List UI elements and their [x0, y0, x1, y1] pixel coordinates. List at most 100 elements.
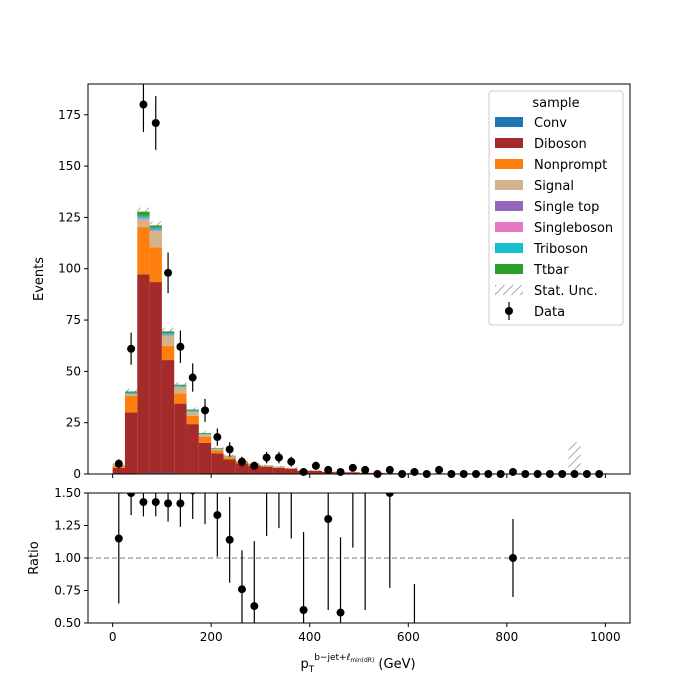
legend-swatch	[495, 201, 523, 211]
stat-unc-bin	[260, 464, 273, 467]
y-tick-label: 125	[58, 210, 81, 224]
ratio-y-tick-label: 1.25	[54, 519, 81, 533]
x-axis-label-subscript: T	[308, 665, 315, 675]
bar-nonprompt	[149, 247, 162, 283]
legend-title: sample	[532, 96, 579, 111]
bar-diboson	[223, 459, 236, 474]
ratio-point	[225, 535, 234, 544]
bar-signal	[186, 411, 199, 416]
bar-diboson	[260, 466, 273, 474]
ratio-point	[508, 554, 517, 562]
ratio-point	[151, 498, 160, 507]
legend-label: Triboson	[533, 242, 588, 257]
legend-label: Conv	[534, 116, 567, 131]
main-y-axis-ticks: 0 25 50 75 100 125 150 175	[58, 108, 88, 481]
bar-triboson	[137, 215, 150, 218]
legend-swatch	[495, 285, 523, 295]
stat-unc-bin	[211, 446, 224, 450]
bar-nonprompt	[272, 467, 286, 468]
data-point	[164, 268, 173, 277]
ratio-point	[213, 511, 222, 520]
legend-item-singleboson: Singleboson	[495, 221, 613, 236]
ratio-y-tick-label: 1.00	[54, 551, 81, 565]
legend-items: Conv Diboson Nonprompt Signal Single top Sing…	[495, 116, 613, 320]
stat-unc-bin	[174, 382, 187, 388]
bar-nonprompt	[137, 227, 150, 275]
data-point	[237, 457, 246, 466]
stat-unc-bin	[161, 328, 175, 335]
y-tick-label: 0	[73, 467, 81, 481]
bar-signal	[137, 218, 150, 228]
bar-nonprompt	[211, 450, 224, 454]
x-axis-label-base: p	[300, 657, 308, 672]
legend-item-conv: Conv	[495, 116, 567, 131]
data-point	[311, 461, 320, 470]
data-point	[410, 467, 419, 476]
ratio-point	[237, 585, 246, 594]
ratio-point	[336, 608, 345, 617]
data-point	[348, 463, 357, 472]
stat-unc-bin	[198, 431, 212, 435]
data-point	[176, 342, 185, 351]
x-axis-label: pTb−jet+ℓmin(dR) (GeV)	[300, 653, 415, 675]
ratio-y-tick-label: 1.50	[54, 486, 81, 500]
stat-unc-bin	[346, 471, 359, 473]
bar-diboson	[174, 403, 187, 474]
bar-signal	[198, 434, 212, 437]
legend-label: Ttbar	[533, 263, 569, 278]
legend-label: Single top	[534, 200, 599, 215]
bar-diboson	[235, 463, 249, 474]
ratio-point	[114, 534, 123, 543]
data-point	[151, 119, 160, 127]
x-tick-label: 1000	[590, 630, 621, 644]
bar-diboson	[211, 453, 224, 474]
stat-unc-bin	[186, 407, 199, 412]
bar-conv	[149, 472, 162, 474]
ratio-point	[287, 437, 295, 445]
stat-unc-bin	[137, 207, 150, 216]
main-y-axis-label: Events	[32, 257, 47, 301]
stat-unc-bin	[568, 441, 581, 474]
bar-signal	[174, 387, 187, 394]
ratio-y-axis-label: Ratio	[27, 541, 42, 574]
bar-diboson	[309, 470, 323, 474]
legend-label: Singleboson	[534, 221, 613, 236]
stat-unc-bin	[285, 467, 298, 469]
data-point	[385, 465, 394, 474]
y-tick-label: 75	[66, 313, 81, 327]
main-x-axis-ticks	[112, 474, 606, 478]
ratio-y-axis-ticks: 0.50 0.75 1.00 1.25 1.50	[54, 486, 88, 630]
x-axis-label-superscript-sub: min(dR)	[350, 657, 374, 664]
y-tick-label: 150	[58, 159, 81, 173]
x-axis-label-unit: (GeV)	[374, 657, 415, 672]
bar-conv	[161, 472, 175, 474]
bar-signal	[161, 335, 175, 346]
legend-label: Nonprompt	[534, 158, 607, 173]
legend-swatch	[495, 222, 523, 232]
data-point	[201, 406, 210, 415]
y-tick-label: 50	[66, 364, 81, 378]
data-point	[287, 457, 296, 466]
legend-swatch	[495, 243, 523, 253]
data-point	[213, 433, 222, 442]
ratio-x-axis-ticks: 0 200 400 600 800 1000	[109, 623, 621, 644]
ratio-point	[250, 602, 259, 611]
bar-diboson	[137, 274, 150, 474]
ratio-point	[349, 359, 357, 367]
bar-nonprompt	[124, 396, 138, 413]
bar-signal	[149, 230, 162, 248]
bar-singleboson	[149, 229, 162, 231]
main-panel: 0 25 50 75 100 125 150 175 Events	[32, 83, 631, 481]
stat-unc-bin	[309, 469, 323, 472]
legend-label: Stat. Unc.	[534, 284, 598, 299]
ratio-y-tick-label: 0.75	[54, 584, 81, 598]
data-point	[225, 445, 234, 454]
ratio-point	[127, 493, 136, 497]
ratio-point	[361, 450, 369, 458]
data-point	[274, 453, 283, 462]
data-point	[508, 467, 517, 476]
bar-diboson	[161, 360, 175, 473]
bar-nonprompt	[198, 436, 212, 443]
legend-label: Data	[534, 305, 565, 320]
bar-diboson	[346, 472, 359, 474]
